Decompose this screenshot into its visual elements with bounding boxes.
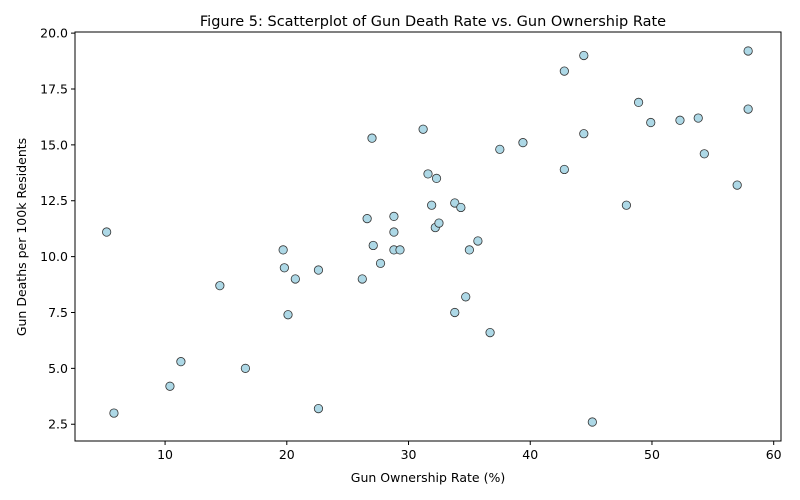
scatter-point bbox=[559, 164, 569, 175]
x-axis-label: Gun Ownership Rate (%) bbox=[351, 470, 505, 485]
y-tick-label: 17.5 bbox=[40, 81, 68, 96]
x-tick-label: 60 bbox=[766, 447, 782, 462]
y-axis-label: Gun Deaths per 100k Residents bbox=[14, 138, 29, 336]
scatter-point bbox=[357, 274, 367, 284]
scatter-point bbox=[375, 258, 386, 268]
scatter-point bbox=[579, 129, 589, 139]
plot-area bbox=[74, 31, 782, 442]
scatter-point bbox=[431, 173, 442, 183]
scatter-point bbox=[102, 227, 112, 237]
plot-frame bbox=[74, 31, 782, 442]
x-tick-label: 30 bbox=[401, 447, 417, 462]
y-tick-label: 15.0 bbox=[40, 137, 68, 152]
scatter-point bbox=[283, 310, 293, 320]
scatter-point bbox=[362, 214, 372, 224]
scatter-point bbox=[485, 328, 495, 338]
scatter-point bbox=[450, 198, 460, 208]
scatter-point bbox=[450, 307, 460, 318]
scatter-point bbox=[215, 281, 225, 291]
y-tick-label: 12.5 bbox=[40, 193, 68, 208]
scatter-point bbox=[743, 104, 753, 114]
scatter-point bbox=[240, 363, 251, 373]
scatter-point bbox=[461, 292, 471, 302]
x-tick-label: 10 bbox=[157, 447, 173, 462]
scatter-point bbox=[434, 218, 444, 228]
scatter-point bbox=[495, 144, 505, 154]
x-tick-label: 50 bbox=[644, 447, 660, 462]
scatter-point bbox=[313, 265, 324, 275]
scatter-point bbox=[456, 202, 466, 213]
y-tick-label: 2.5 bbox=[48, 417, 68, 432]
scatter-point bbox=[473, 236, 483, 246]
scatter-point bbox=[278, 245, 288, 255]
scatter-point bbox=[290, 274, 300, 284]
y-tick-label: 7.5 bbox=[48, 305, 68, 320]
scatter-point bbox=[743, 46, 753, 56]
scatter-point bbox=[389, 211, 399, 221]
scatter-point bbox=[646, 117, 656, 128]
scatter-point bbox=[621, 200, 632, 210]
scatter-point bbox=[464, 245, 474, 255]
scatter-point bbox=[368, 240, 378, 251]
scatter-point bbox=[675, 115, 685, 125]
data-points bbox=[102, 46, 753, 427]
scatter-point bbox=[418, 124, 428, 134]
scatter-point bbox=[579, 50, 589, 61]
y-tick-label: 10.0 bbox=[40, 249, 68, 264]
scatter-point bbox=[587, 417, 597, 427]
scatter-point bbox=[165, 381, 175, 391]
scatter-point bbox=[395, 245, 405, 255]
y-tick-label: 20.0 bbox=[40, 26, 68, 41]
scatter-point bbox=[423, 169, 433, 179]
scatter-point bbox=[732, 180, 742, 190]
scatter-point bbox=[633, 97, 644, 108]
scatter-point bbox=[559, 66, 569, 76]
scatter-point bbox=[427, 200, 437, 210]
scatter-point bbox=[279, 263, 289, 273]
scatter-point bbox=[693, 113, 703, 123]
scatter-point bbox=[176, 357, 186, 367]
y-axis: 2.5 5.0 7.5 10.0 12.5 15.0 17.5 20.0 bbox=[40, 26, 75, 432]
scatter-point bbox=[518, 138, 528, 148]
x-tick-label: 40 bbox=[522, 447, 538, 462]
scatter-point bbox=[367, 133, 377, 143]
chart-title: Figure 5: Scatterplot of Gun Death Rate … bbox=[200, 14, 666, 30]
y-tick-label: 5.0 bbox=[48, 361, 68, 376]
scatter-point bbox=[699, 149, 709, 159]
scatter-point bbox=[389, 227, 399, 237]
x-tick-label: 20 bbox=[279, 447, 295, 462]
scatter-point bbox=[313, 403, 324, 414]
scatter-point bbox=[109, 408, 119, 418]
x-axis: 10 20 30 40 50 60 bbox=[157, 441, 782, 462]
